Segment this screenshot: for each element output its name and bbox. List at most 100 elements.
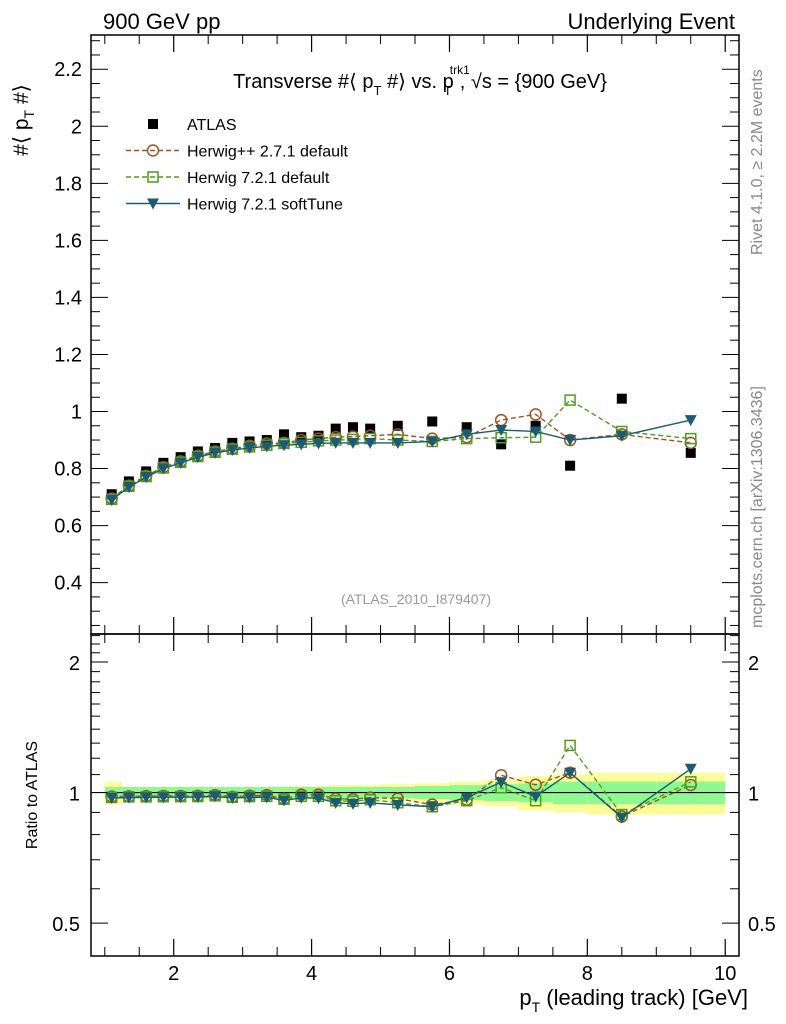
ratio-point [105, 792, 118, 804]
ratio-panel: 2 4 6 8 10 0.5 0.5 1 1 2 2 [52, 633, 776, 985]
mcplots-label: mcplots.cern.ch [arXiv:1306.3436] [749, 386, 766, 628]
ratio-point [295, 792, 308, 804]
data-point [279, 429, 290, 440]
ratio-point [191, 791, 204, 803]
data-point [565, 460, 576, 471]
ratio-point [260, 792, 273, 804]
y-tick-label: 0.4 [54, 573, 82, 595]
legend-label: ATLAS [187, 117, 237, 134]
x-tick-label: 4 [306, 963, 317, 985]
data-point [616, 393, 627, 404]
main-panel: 0.4 0.6 0.8 1 1.2 1.4 1.6 1.8 2 2.2 (ATLAS_2010_I… [54, 34, 740, 635]
ratio-point [684, 763, 697, 775]
data-point [529, 426, 542, 438]
ratio-y-tick-label-right: 2 [748, 653, 759, 675]
legend-label: Herwig++ 2.7.1 default [187, 144, 349, 161]
data-point [364, 437, 377, 449]
y-tick-label: 2.2 [54, 59, 82, 81]
ratio-point [495, 777, 508, 789]
ratio-point [529, 791, 542, 803]
data-point [530, 420, 541, 431]
data-point [495, 425, 508, 437]
ratio-point [329, 797, 342, 809]
y-tick-label: 1.2 [54, 344, 82, 366]
x-axis-label: pT (leading track) [GeV] [519, 985, 748, 1015]
ratio-point [460, 792, 473, 804]
y-tick-label: 1.6 [54, 230, 82, 252]
data-point [140, 472, 153, 484]
data-point [496, 439, 507, 450]
data-point [329, 437, 342, 449]
data-point [365, 423, 376, 434]
ratio-point [140, 792, 153, 804]
ratio-point [157, 792, 170, 804]
x-tick-label: 8 [582, 963, 593, 985]
y-tick-label: 1.4 [54, 287, 82, 309]
data-point [330, 423, 341, 434]
ratio-y-tick-label-right: 1 [748, 784, 759, 806]
ratio-y-tick-label: 1 [69, 784, 80, 806]
data-point [427, 416, 438, 427]
ratio-y-tick-label-right: 0.5 [748, 914, 776, 936]
y-tick-label: 2 [71, 116, 82, 138]
header-right-label: Underlying Event [567, 9, 735, 34]
ratio-point [684, 776, 697, 788]
legend-marker [147, 198, 159, 210]
y-tick-label: 0.6 [54, 516, 82, 538]
ratio-point [174, 792, 187, 804]
data-point [615, 430, 628, 442]
legend: ATLAS Herwig++ 2.7.1 default Herwig 7.2.1 … [126, 117, 349, 214]
x-tick-label: 10 [714, 963, 736, 985]
header-left-label: 900 GeV pp [103, 9, 220, 34]
ratio-point [226, 792, 239, 804]
ratio-point [122, 792, 135, 804]
legend-marker [146, 144, 160, 157]
data-point [278, 440, 291, 452]
ratio-y-tick-label: 0.5 [52, 914, 80, 936]
watermark: (ATLAS_2010_I879407) [341, 591, 491, 607]
ratio-point [564, 767, 577, 779]
ratio-point [529, 778, 542, 792]
ratio-y-axis-label: Ratio to ATLAS [24, 741, 41, 849]
y-tick-label: 0.8 [54, 459, 82, 481]
legend-marker [148, 119, 158, 129]
ratio-point [346, 798, 359, 810]
data-point [157, 463, 170, 475]
data-point [226, 445, 239, 457]
data-point [392, 420, 403, 431]
data-point [347, 422, 358, 433]
ratio-point [615, 812, 628, 824]
x-tick-label: 6 [444, 963, 455, 985]
data-point [243, 443, 256, 455]
data-point [460, 429, 473, 441]
ratio-point [364, 797, 377, 809]
ratio-point [391, 799, 404, 811]
series-line [111, 419, 691, 501]
data-point [461, 422, 472, 433]
ratio-point [312, 793, 325, 805]
data-point [391, 437, 404, 449]
legend-marker [147, 171, 159, 183]
data-point [122, 482, 135, 494]
data-point [685, 447, 696, 458]
data-point [260, 441, 273, 453]
data-point [191, 452, 204, 464]
data-point [209, 447, 222, 459]
ratio-point [278, 795, 291, 807]
data-point [426, 436, 439, 448]
chart-title: Transverse #⟨ pT #⟩ vs. ptrk1 T, √s = {90… [233, 63, 607, 98]
ratio-point [426, 801, 439, 813]
data-point [174, 457, 187, 469]
ratio-y-tick-label: 2 [69, 653, 80, 675]
data-point [684, 432, 697, 445]
ratio-point [243, 792, 256, 804]
ratio-point [209, 791, 222, 803]
y-axis-label: #⟨ pT #⟩ [10, 84, 37, 156]
data-point [312, 438, 325, 450]
data-point [564, 394, 576, 406]
legend-label: Herwig 7.2.1 softTune [187, 197, 343, 214]
y-tick-label: 1.8 [54, 173, 82, 195]
legend-label: Herwig 7.2.1 default [187, 170, 330, 187]
data-point [295, 439, 308, 451]
